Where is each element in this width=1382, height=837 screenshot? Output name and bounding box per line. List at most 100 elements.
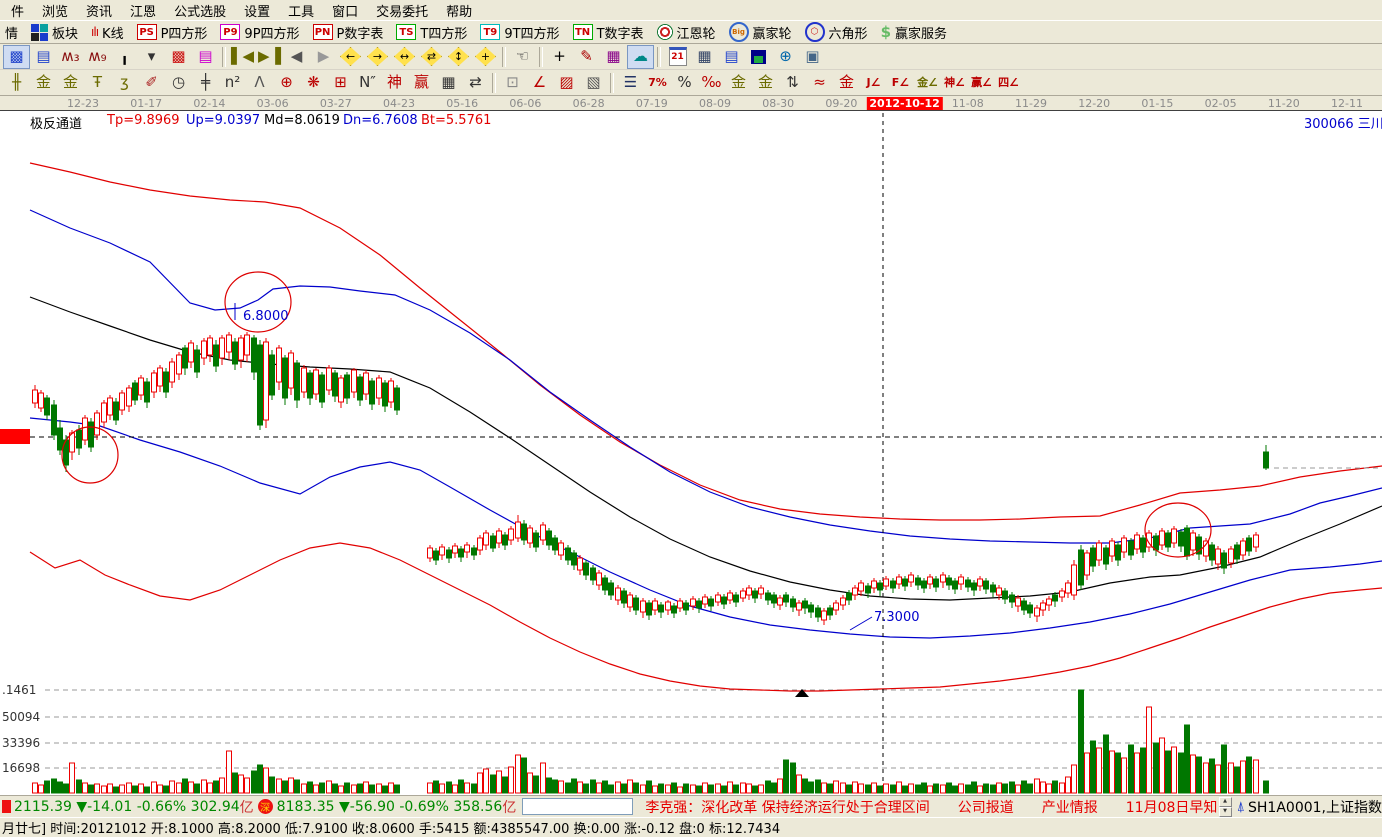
tool-calculator-icon[interactable]: ▦ (697, 47, 712, 65)
tool-expand-all-icon[interactable]: + (475, 47, 496, 66)
tool-info-document-icon[interactable]: ▤ (36, 47, 51, 65)
gann-fan-box-gray-icon[interactable]: ▧ (586, 73, 601, 91)
menu-news[interactable]: 资讯 (86, 4, 113, 20)
gann-gann-target-red-icon[interactable]: ⊕ (280, 73, 293, 91)
volume-bar (107, 783, 113, 794)
gann-updown-pen-icon[interactable]: ⇅ (786, 73, 799, 91)
menu-tools[interactable]: 工具 (288, 4, 315, 20)
menu-trade-entrust[interactable]: 交易委托 (376, 4, 429, 20)
tool-workstation-icon[interactable]: ▣ (805, 47, 820, 65)
tool-zoom-left-icon[interactable]: ← (340, 47, 361, 66)
gann-gann-hatch-icon[interactable]: ╪ (200, 73, 211, 91)
tool-next-page-icon[interactable]: ▶ (317, 47, 330, 65)
tool-zoom-right-icon[interactable]: → (367, 47, 388, 66)
tool-pattern-chart-icon[interactable]: ▩ (3, 44, 30, 69)
tool-last-page-icon[interactable]: ▶▐ (257, 47, 282, 65)
tool-hand-tool-icon[interactable]: ☜ (515, 47, 530, 65)
gann-gann-n-lines-icon[interactable]: Ν″ (359, 73, 376, 91)
toolbar-item-gann-wheel[interactable]: 江恩轮 (653, 22, 720, 43)
toolbar-item-t-number-table[interactable]: TN T数字表 (569, 22, 648, 43)
gann-gold-lines-icon[interactable]: 金 (757, 73, 773, 91)
menu-settings[interactable]: 设置 (244, 4, 271, 20)
gann-percent-lines-icon[interactable]: ‰ (701, 73, 722, 91)
gann-percent-7-icon[interactable]: 7% (648, 76, 667, 89)
gann-gold-circle-icon[interactable]: 金 (730, 73, 746, 91)
gann-gann-shen-icon[interactable]: 神 (386, 73, 402, 91)
indicator-md-value: Md=8.0619 (264, 113, 340, 128)
gann-layout-box-icon[interactable]: ⊡ (506, 73, 519, 91)
chart-area[interactable]: .1461 50094 33396 16698 6.8000 7.3000 极反通道 Tp… (0, 111, 1382, 795)
gann-gann-fan-f-icon[interactable]: Ŧ (92, 73, 103, 91)
toolbar-item-t-square[interactable]: TS T四方形 (392, 22, 471, 43)
toolbar-item-9p-square[interactable]: P9 9P四方形 (216, 22, 303, 43)
gann-gann-cycle-clock-icon[interactable]: ◷ (171, 73, 186, 91)
tool-calendar-icon[interactable]: 21 (664, 45, 691, 69)
toolbar-item-9t-square[interactable]: T9 9T四方形 (476, 22, 563, 43)
tool-first-page-icon[interactable]: ▌◀ (230, 47, 255, 65)
gann-angle-j-icon[interactable]: J∠ (866, 76, 881, 89)
gann-gann-star-wheel-icon[interactable]: ❋ (307, 73, 320, 91)
news-scroll-spinner[interactable]: ▲ ▼ (1218, 796, 1232, 817)
tool-wave-3-icon[interactable]: ʍ₃ (61, 47, 80, 65)
menu-browse[interactable]: 浏览 (42, 4, 69, 20)
toolbar-item-p-square[interactable]: PS P四方形 (133, 22, 212, 43)
menu-help[interactable]: 帮助 (446, 4, 473, 20)
gann-angle-shen-icon[interactable]: 神∠ (944, 76, 965, 89)
kline-chart-canvas[interactable]: .1461 50094 33396 16698 6.8000 7.3000 (0, 111, 1382, 795)
menu-gann[interactable]: 江恩 (130, 4, 157, 20)
spinner-down-icon[interactable]: ▼ (1218, 806, 1232, 817)
quotes-label: 情 (5, 26, 19, 42)
toolbar-item-sectors[interactable]: 板块 (27, 22, 82, 43)
volume-bar (213, 780, 219, 794)
toolbar-item-quotes[interactable]: 情 (1, 22, 22, 43)
gann-gann-gold-1-icon[interactable]: 金 (35, 73, 51, 91)
menu-formula-stock-pick[interactable]: 公式选股 (174, 4, 227, 20)
gann-gann-marker-pen-icon[interactable]: ✐ (145, 73, 158, 91)
gann-angle-gold-icon[interactable]: 金∠ (917, 76, 938, 89)
gann-fan-red-icon[interactable]: ∠ (532, 73, 547, 91)
tool-candle-style-icon[interactable]: ╻ (119, 47, 130, 65)
tool-gann-shape-purple-icon[interactable]: ▦ (606, 47, 621, 65)
gann-gann-grid-dense-icon[interactable]: ▦ (441, 73, 456, 91)
gann-gann-box-wheel-icon[interactable]: ⊞ (334, 73, 347, 91)
candle-body (1009, 594, 1015, 603)
gann-percent-icon[interactable]: % (677, 73, 692, 91)
toolbar-item-winner-service[interactable]: $ 赢家服务 (877, 22, 951, 43)
tool-wave-9-icon[interactable]: ʍ₉ (88, 47, 107, 65)
tool-brain-pattern-icon[interactable]: ☁ (627, 44, 654, 69)
toolbar-item-p-number-table[interactable]: PN P数字表 (309, 22, 388, 43)
tool-prev-page-icon[interactable]: ◀ (290, 47, 303, 65)
tool-line-draw-icon[interactable]: ✎ (580, 47, 593, 65)
tool-save-disk-icon[interactable] (745, 45, 772, 69)
gann-angle-ying-icon[interactable]: 赢∠ (971, 76, 992, 89)
gann-wave-red-icon[interactable]: ≈ (813, 73, 826, 91)
gann-gold-red-icon[interactable]: 金 (838, 73, 854, 91)
tool-expand-h-icon[interactable]: ↔ (394, 47, 415, 66)
tool-volume-profile-icon[interactable]: ▤ (198, 47, 213, 65)
code-entry-input[interactable] (522, 798, 634, 815)
tool-candle-style-dropdown-icon[interactable]: ▾ (147, 47, 156, 65)
menu-file[interactable]: 件 (11, 4, 25, 20)
gann-bar-list-icon[interactable]: ☰ (623, 73, 638, 91)
menu-window[interactable]: 窗口 (332, 4, 359, 20)
gann-angle-si-icon[interactable]: 四∠ (998, 76, 1019, 89)
gann-gann-span-arrows-icon[interactable]: ⇄ (469, 73, 482, 91)
tool-expand-v-icon[interactable]: ↕ (448, 47, 469, 66)
tool-crosshair-tool-icon[interactable]: + (553, 47, 566, 65)
spinner-up-icon[interactable]: ▲ (1218, 796, 1232, 807)
toolbar-item-kline[interactable]: ılı K线 (87, 22, 128, 43)
gann-gann-square-n2-icon[interactable]: n² (224, 73, 241, 91)
gann-gann-spiral-icon[interactable]: ʒ (120, 73, 129, 91)
tool-net-globe-icon[interactable]: ⊕ (779, 47, 792, 65)
tool-pattern-red-icon[interactable]: ▩ (171, 47, 186, 65)
gann-gann-ying-icon[interactable]: 赢 (413, 73, 429, 91)
gann-fan-box-red-icon[interactable]: ▨ (559, 73, 574, 91)
gann-gann-gold-2-icon[interactable]: 金 (62, 73, 78, 91)
gann-gann-angle-a-icon[interactable]: Λ (254, 73, 265, 91)
gann-gann-grid-icon[interactable]: ╫ (11, 73, 22, 91)
toolbar-item-hexagon[interactable]: ⬡ 六角形 (801, 21, 872, 43)
gann-angle-f-icon[interactable]: F∠ (891, 76, 910, 89)
tool-compress-h-icon[interactable]: ⇄ (421, 47, 442, 66)
toolbar-item-winner-wheel[interactable]: Big 赢家轮 (725, 21, 796, 43)
tool-notebook-icon[interactable]: ▤ (724, 47, 739, 65)
